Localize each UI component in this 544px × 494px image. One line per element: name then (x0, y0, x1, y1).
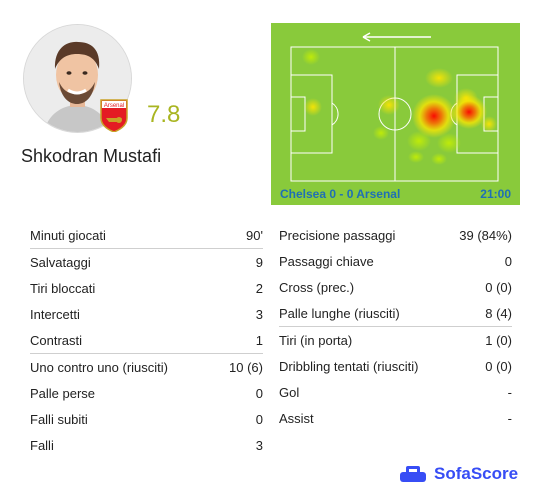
stat-label: Falli subiti (30, 411, 88, 427)
stat-row: Precisione passaggi 39 (84%) (279, 222, 512, 248)
stat-value: 8 (4) (485, 305, 512, 321)
stat-value: 1 (0) (485, 332, 512, 348)
match-result[interactable]: Chelsea 0 - 0 Arsenal (280, 187, 401, 201)
stat-value: 0 (0) (485, 279, 512, 295)
stat-row: Tiri (in porta) 1 (0) (279, 326, 512, 353)
heatmap: Chelsea 0 - 0 Arsenal 21:00 (271, 23, 520, 205)
stat-value: 0 (0) (485, 358, 512, 374)
stat-value: 2 (255, 280, 263, 296)
player-rating: 7.8 (147, 101, 181, 128)
stat-label: Palle perse (30, 385, 96, 401)
stat-row: Salvataggi 9 (30, 248, 263, 275)
stat-label: Assist (279, 410, 314, 426)
stat-row: Cross (prec.) 0 (0) (279, 274, 512, 300)
stat-row: Dribbling tentati (riusciti) 0 (0) (279, 353, 512, 379)
heatmap-pitch (290, 32, 499, 182)
stat-row: Falli 3 (30, 432, 263, 458)
stat-row: Falli subiti 0 (30, 406, 263, 432)
stat-row: Uno contro uno (riusciti) 10 (6) (30, 353, 263, 380)
match-time: 21:00 (480, 187, 511, 201)
stat-label: Precisione passaggi (279, 227, 396, 243)
stat-value: 0 (255, 385, 263, 401)
stat-value: 1 (255, 332, 263, 348)
stat-row: Passaggi chiave 0 (279, 248, 512, 274)
stat-value: 9 (255, 254, 263, 270)
player-photo (24, 25, 131, 132)
stat-label: Tiri (in porta) (279, 332, 353, 348)
stats-right: Precisione passaggi 39 (84%) Passaggi chi… (279, 222, 512, 431)
stat-row: Palle perse 0 (30, 380, 263, 406)
stat-value: - (507, 384, 512, 400)
stat-label: Cross (prec.) (279, 279, 355, 295)
stat-label: Minuti giocati (30, 227, 106, 243)
sofascore-logo-icon (400, 466, 426, 482)
stat-value: 39 (84%) (459, 227, 512, 243)
stat-row: Palle lunghe (riusciti) 8 (4) (279, 300, 512, 326)
stat-row: Assist - (279, 405, 512, 431)
stat-value: 90' (246, 227, 263, 243)
stat-label: Passaggi chiave (279, 253, 374, 269)
stat-label: Contrasti (30, 332, 83, 348)
stat-row: Minuti giocati 90' (30, 222, 263, 248)
stat-label: Palle lunghe (riusciti) (279, 305, 400, 321)
player-name: Shkodran Mustafi (21, 146, 162, 166)
sofascore-brand[interactable]: SofaScore (400, 464, 518, 484)
stat-value: 10 (6) (229, 359, 263, 375)
stat-value: 0 (255, 411, 263, 427)
brand-name: SofaScore (434, 464, 519, 483)
stat-label: Salvataggi (30, 254, 91, 270)
stat-value: - (507, 410, 512, 426)
stat-value: 3 (255, 437, 263, 453)
stat-row: Contrasti 1 (30, 327, 263, 353)
stat-label: Uno contro uno (riusciti) (30, 359, 168, 375)
stat-row: Intercetti 3 (30, 301, 263, 327)
stat-value: 3 (255, 306, 263, 322)
stat-label: Tiri bloccati (30, 280, 96, 296)
arsenal-crest-icon: Arsenal (99, 98, 129, 133)
stat-label: Dribbling tentati (riusciti) (279, 358, 419, 374)
badge-text: Arsenal (104, 103, 124, 109)
stats-left: Minuti giocati 90' Salvataggi 9 Tiri blocc… (30, 222, 263, 458)
arrow-left-icon (362, 32, 431, 42)
stat-value: 0 (504, 253, 512, 269)
stat-label: Gol (279, 384, 300, 400)
stat-row: Tiri bloccati 2 (30, 275, 263, 301)
stat-label: Intercetti (30, 306, 80, 322)
stat-row: Gol - (279, 379, 512, 405)
stat-label: Falli (30, 437, 54, 453)
player-avatar (23, 24, 132, 133)
